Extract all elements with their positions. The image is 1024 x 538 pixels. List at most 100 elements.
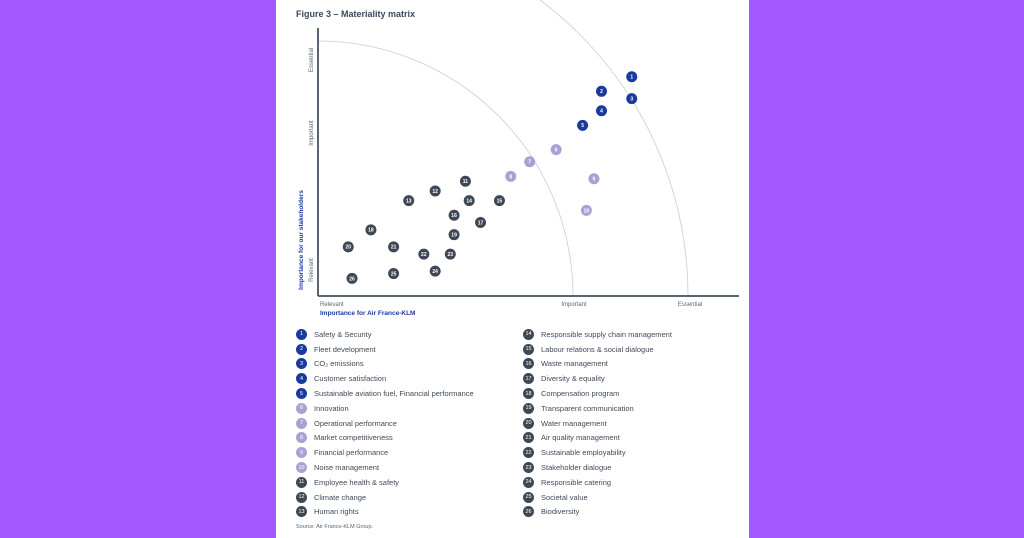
legend-item-3: 3 CO₂ emissions xyxy=(296,357,474,372)
data-point-1 xyxy=(626,71,638,83)
data-point-label-10: 10 xyxy=(584,208,590,214)
data-point-15 xyxy=(493,195,505,207)
x-axis-title: Importance for Air France-KLM xyxy=(320,310,415,317)
legend-label: Societal value xyxy=(541,492,588,502)
legend-label: Employee health & safety xyxy=(314,477,400,487)
data-point-label-16: 16 xyxy=(451,213,457,219)
legend-label: CO₂ emissions xyxy=(314,359,364,369)
legend-column-right: 14 Responsible supply chain management 15 L… xyxy=(523,327,672,519)
legend-item-2: 2 Fleet development xyxy=(296,342,474,357)
legend-item-19: 19 Transparent communication xyxy=(523,401,672,416)
legend-item-12: 12 Climate change xyxy=(296,490,474,505)
data-point-label-17: 17 xyxy=(478,220,484,226)
data-point-3 xyxy=(626,93,638,105)
data-point-label-25: 25 xyxy=(391,271,397,277)
legend-item-14: 14 Responsible supply chain management xyxy=(523,327,672,342)
data-point-label-6: 6 xyxy=(555,148,558,154)
x-tick-label: Relevant xyxy=(320,302,344,308)
data-point-5 xyxy=(577,119,589,131)
data-point-7 xyxy=(524,156,536,168)
data-point-17 xyxy=(475,217,487,229)
legend-column-left: 1 Safety & Security 2 Fleet development 3 CO₂… xyxy=(296,327,474,519)
y-tick-label: Essential xyxy=(309,48,315,72)
legend-number-badge: 1 xyxy=(296,328,307,340)
legend-item-16: 16 Waste management xyxy=(523,357,672,372)
legend-number-badge: 24 xyxy=(523,476,534,488)
legend-label: Market competitiveness xyxy=(314,433,393,443)
legend-label: Transparent communication xyxy=(541,403,634,413)
legend-item-22: 22 Sustainable employability xyxy=(523,445,672,460)
legend-label: Air quality management xyxy=(541,433,620,443)
data-point-label-21: 21 xyxy=(391,245,397,251)
y-tick-label: Relevant xyxy=(309,258,315,282)
data-point-21 xyxy=(388,241,400,253)
data-point-label-26: 26 xyxy=(349,276,355,282)
legend-label: Customer satisfaction xyxy=(314,374,387,384)
legend-label: Sustainable employability xyxy=(541,448,626,458)
data-point-label-23: 23 xyxy=(448,252,454,258)
legend-item-9: 9 Financial performance xyxy=(296,445,474,460)
data-point-label-14: 14 xyxy=(466,199,472,205)
legend-item-11: 11 Employee health & safety xyxy=(296,475,474,490)
data-point-11 xyxy=(459,175,471,187)
data-point-13 xyxy=(403,195,415,207)
legend-label: Financial performance xyxy=(314,448,389,458)
data-point-10 xyxy=(580,204,592,216)
legend-item-6: 6 Innovation xyxy=(296,401,474,416)
legend-label: Responsible supply chain management xyxy=(541,329,672,339)
y-tick-label: Important xyxy=(309,120,315,146)
legend-item-25: 25 Societal value xyxy=(523,490,672,505)
legend-number-badge: 9 xyxy=(296,447,307,459)
legend-item-20: 20 Water management xyxy=(523,416,672,431)
legend-item-4: 4 Customer satisfaction xyxy=(296,371,474,386)
legend-number-badge: 14 xyxy=(523,328,534,340)
legend-label: Safety & Security xyxy=(314,329,372,339)
data-point-label-22: 22 xyxy=(421,252,427,258)
legend-item-8: 8 Market competitiveness xyxy=(296,431,474,446)
legend-label: Climate change xyxy=(314,492,367,502)
data-point-label-1: 1 xyxy=(630,75,633,81)
arc-important xyxy=(317,40,574,297)
legend-item-13: 13 Human rights xyxy=(296,505,474,520)
legend-item-23: 23 Stakeholder dialogue xyxy=(523,460,672,475)
legend-number-badge: 18 xyxy=(523,388,534,400)
legend-number-badge: 10 xyxy=(296,462,307,474)
data-point-label-12: 12 xyxy=(432,189,438,195)
legend-label: Responsible catering xyxy=(541,477,612,487)
legend-item-10: 10 Noise management xyxy=(296,460,474,475)
data-point-label-24: 24 xyxy=(432,269,438,275)
legend-label: Human rights xyxy=(314,507,359,517)
legend-number-badge: 17 xyxy=(523,373,534,385)
legend-item-17: 17 Diversity & equality xyxy=(523,371,672,386)
legend-number-badge: 20 xyxy=(523,417,534,429)
legend-label: Sustainable aviation fuel, Financial per… xyxy=(314,389,474,399)
legend-number-badge: 21 xyxy=(523,432,534,444)
legend-number-badge: 16 xyxy=(523,358,534,370)
data-point-25 xyxy=(388,268,400,280)
data-point-20 xyxy=(342,241,354,253)
legend-number-badge: 8 xyxy=(296,432,307,444)
legend-label: Fleet development xyxy=(314,344,376,354)
data-point-9 xyxy=(588,173,600,185)
legend-number-badge: 26 xyxy=(523,506,534,518)
legend-item-18: 18 Compensation program xyxy=(523,386,672,401)
legend-number-badge: 23 xyxy=(523,462,534,474)
materiality-matrix: Relevant Important Essential Relevant Import… xyxy=(298,0,739,317)
x-tick-label: Essential xyxy=(678,302,702,308)
legend-number-badge: 5 xyxy=(296,388,307,400)
data-point-8 xyxy=(505,170,517,182)
data-point-2 xyxy=(596,85,607,97)
legend-number-badge: 4 xyxy=(296,373,307,385)
legend-number-badge: 2 xyxy=(296,343,307,355)
legend-item-7: 7 Operational performance xyxy=(296,416,474,431)
data-point-4 xyxy=(596,105,607,117)
legend-label: Operational performance xyxy=(314,418,397,428)
data-point-label-13: 13 xyxy=(406,199,412,205)
data-point-23 xyxy=(444,248,456,260)
legend-label: Diversity & equality xyxy=(541,374,605,384)
legend-label: Labour relations & social dialogue xyxy=(541,344,654,354)
data-point-label-11: 11 xyxy=(463,179,469,185)
data-point-label-7: 7 xyxy=(528,160,531,166)
legend-item-1: 1 Safety & Security xyxy=(296,327,474,342)
data-point-18 xyxy=(365,224,377,236)
